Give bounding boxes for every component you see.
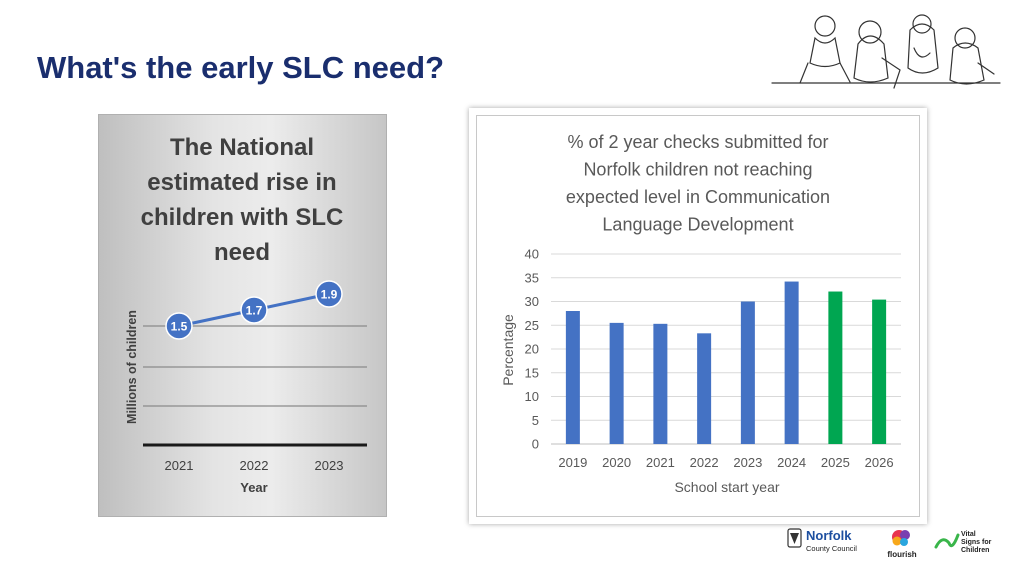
x-axis-tick-labels: 2019 2020 2021 2022 2023 2024 2025 2026 [558,455,893,470]
children-illustration [771,14,1001,89]
x-tick-label: 2026 [865,455,894,470]
y-tick-label: 35 [525,270,539,285]
x-axis-tick-labels: 2021 2022 2023 [165,458,344,473]
data-label: 1.5 [171,320,188,334]
x-tick-label: 2020 [602,455,631,470]
x-axis-label: School start year [674,479,779,495]
chart-title-line: need [214,239,270,266]
bar [740,301,755,444]
norfolk-cld-chart: % of 2 year checks submitted for Norfolk … [500,132,901,495]
y-tick-label: 5 [532,413,539,428]
x-tick-label: 2024 [777,455,806,470]
chart-title-line: % of 2 year checks submitted for [567,132,828,152]
x-tick-label: 2022 [690,455,719,470]
page-title: What's the early SLC need? [37,50,445,85]
bar [565,311,580,444]
bar [653,323,668,444]
bar [828,291,843,444]
chart-bars [565,281,887,444]
data-point [315,280,343,308]
norfolk-cld-chart-panel: % of 2 year checks submitted for Norfolk … [469,108,927,524]
chart-title-line: Norfolk children not reaching [583,160,812,180]
y-tick-label: 15 [525,365,539,380]
bar [872,299,887,444]
national-slc-chart-panel: The National estimated rise in children wi… [98,114,387,517]
svg-text:Children: Children [961,547,989,554]
svg-text:County Council: County Council [806,544,857,553]
chart-title: The National estimated rise in children wi… [141,134,344,266]
data-point [165,312,193,340]
y-axis-label: Millions of children [125,310,139,424]
flourish-logo: flourish [887,530,917,559]
y-tick-label: 0 [532,437,539,452]
x-tick-label: 2025 [821,455,850,470]
vital-signs-logo: Vital Signs for Children [934,531,992,554]
chart-data-points: 1.5 1.7 1.9 [165,280,343,340]
chart-title-line: children with SLC [141,204,344,231]
y-axis-tick-labels: 0 5 10 15 20 25 30 35 40 [525,247,539,452]
x-tick-label: 2023 [733,455,762,470]
data-label: 1.7 [246,304,263,318]
x-tick-label: 2023 [315,458,344,473]
y-tick-label: 20 [525,342,539,357]
chart-title: % of 2 year checks submitted for Norfolk … [566,132,830,235]
y-axis-label: Percentage [500,314,516,386]
x-axis-label: Year [240,480,267,495]
x-tick-label: 2022 [240,458,269,473]
chart-title-line: estimated rise in [147,169,336,196]
chart-gridlines [143,325,367,447]
bar [697,333,712,444]
chart-title-line: The National [170,134,314,161]
y-tick-label: 25 [525,318,539,333]
norfolk-county-council-logo: Norfolk County Council [787,528,857,553]
bar [784,281,799,444]
x-tick-label: 2021 [646,455,675,470]
x-tick-label: 2021 [165,458,194,473]
chart-title-line: expected level in Communication [566,187,830,207]
bar [609,322,624,444]
chart-frame [476,115,920,517]
y-tick-label: 30 [525,294,539,309]
svg-text:flourish: flourish [887,550,916,559]
partner-logos: Norfolk County Council flourish Vital Si… [786,525,996,561]
national-slc-chart: The National estimated rise in children wi… [125,134,367,495]
y-tick-label: 40 [525,247,539,262]
svg-text:Signs for: Signs for [961,539,992,546]
svg-text:Norfolk: Norfolk [806,528,852,543]
chart-gridlines [551,253,901,445]
chart-title-line: Language Development [602,215,793,235]
x-tick-label: 2019 [558,455,587,470]
y-tick-label: 10 [525,389,539,404]
data-point [240,296,268,324]
data-label: 1.9 [321,288,338,302]
svg-text:Vital: Vital [961,531,976,538]
